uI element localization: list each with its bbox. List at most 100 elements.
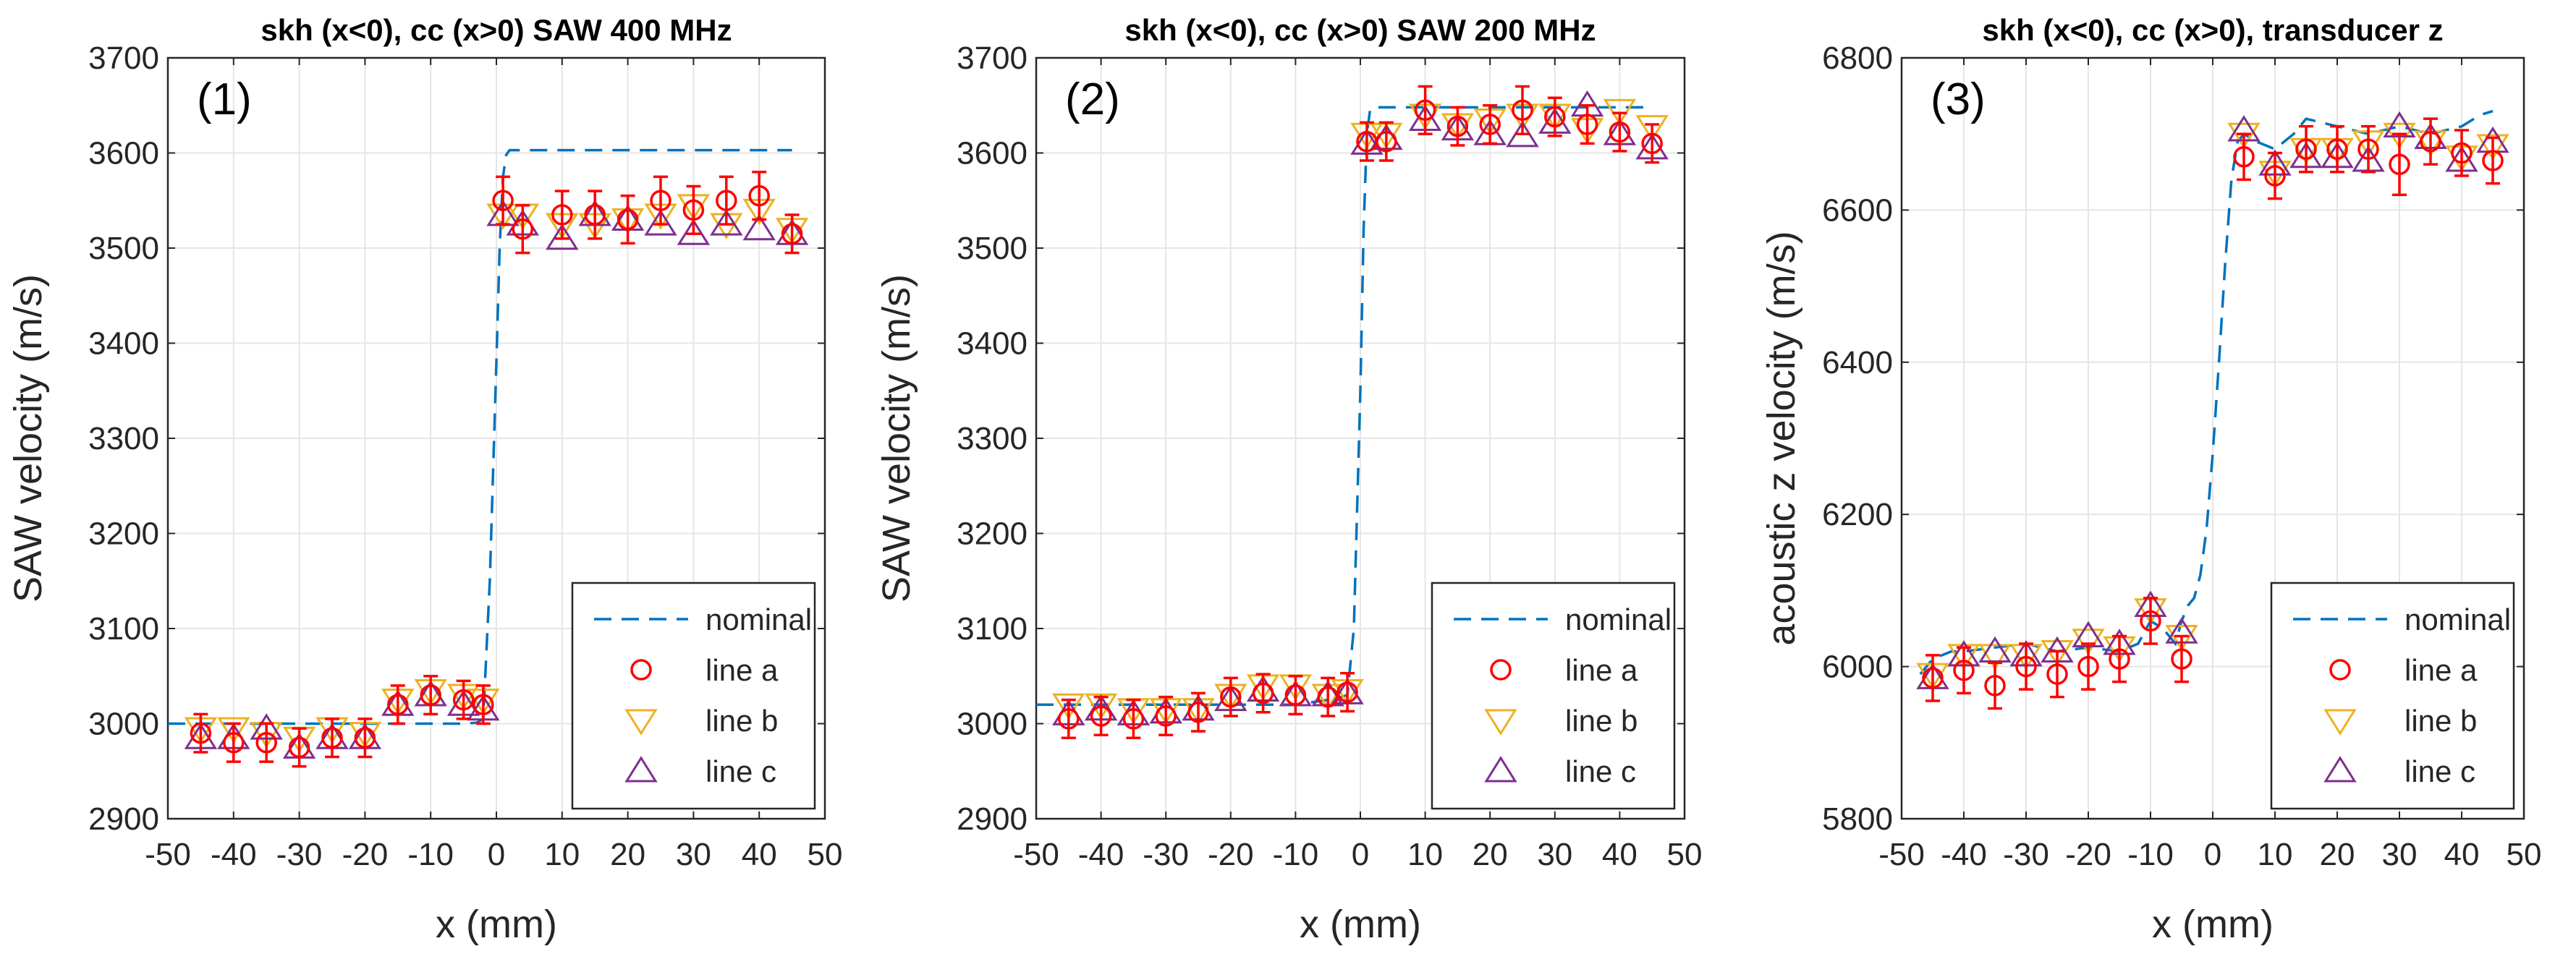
x-tick-label: 10 — [544, 837, 580, 872]
x-tick-label: 50 — [808, 837, 843, 872]
x-tick-label: -30 — [1143, 837, 1189, 872]
legend-swatch-line-b — [2323, 709, 2357, 736]
legend-label: nominal — [2405, 602, 2511, 636]
x-tick-label: -30 — [276, 837, 323, 872]
line-a-point — [682, 199, 705, 221]
line-a-point — [1058, 708, 1080, 730]
y-axis-label: acoustic z velocity (m/s) — [1760, 231, 1803, 645]
legend-swatch-line-c — [2323, 756, 2357, 783]
line-a-point — [1544, 106, 1566, 128]
chart-panel-3: -50 -40 -30 -20 -10 0 10 20 30 40 50 5800 6000 6200 64… — [1760, 13, 2541, 946]
x-tick-label: 0 — [2204, 837, 2221, 872]
y-tick-label: 3100 — [957, 611, 1028, 647]
legend-label: line b — [1565, 704, 1637, 738]
line-a-point — [2295, 138, 2317, 160]
line-b-point — [1603, 98, 1637, 126]
line-a-point — [492, 189, 514, 211]
line-a-point — [2109, 648, 2130, 670]
x-tick-label: 40 — [1602, 837, 1637, 872]
x-tick-label: -10 — [1273, 837, 1319, 872]
y-tick-label: 5800 — [1822, 801, 1893, 837]
line-a-point — [1252, 682, 1274, 704]
chart-title: skh (x<0), cc (x>0) SAW 200 MHz — [1124, 13, 1596, 47]
line-b-point — [1052, 693, 1085, 720]
line-b-point — [2227, 122, 2261, 150]
line-a-point — [1446, 115, 1469, 137]
x-tick-label: 0 — [1352, 837, 1369, 872]
line-a-point — [1376, 130, 1397, 153]
legend-box — [1431, 582, 1676, 810]
x-axis-label: x (mm) — [2152, 903, 2274, 946]
legend-swatch-line-a — [1490, 659, 1512, 681]
line-c-point — [742, 213, 776, 241]
y-tick-label: 2900 — [957, 801, 1028, 837]
legend-label: line a — [1565, 653, 1638, 687]
x-tick-label: -10 — [407, 837, 454, 872]
y-tick-label: 3500 — [88, 231, 159, 266]
y-tick-label: 3000 — [88, 707, 159, 742]
line-a-point — [650, 189, 671, 211]
y-tick-label: 6800 — [1822, 41, 1893, 76]
line-a-point — [2389, 153, 2410, 176]
line-a-point — [584, 204, 606, 226]
line-a-point — [2233, 146, 2255, 168]
x-tick-label: -20 — [342, 837, 389, 872]
y-tick-label: 3500 — [957, 231, 1028, 266]
legend-swatch-line-b — [1484, 709, 1517, 736]
legend-label: line b — [706, 704, 778, 738]
y-tick-label: 6600 — [1822, 192, 1893, 228]
y-tick-label: 3100 — [88, 611, 159, 647]
line-a-point — [1317, 686, 1339, 708]
line-b-point — [2165, 625, 2198, 652]
x-tick-label: 50 — [2507, 837, 2542, 872]
y-tick-label: 3300 — [957, 421, 1028, 456]
x-tick-label: 0 — [488, 837, 505, 872]
y-tick-label: 3200 — [957, 516, 1028, 552]
line-c-point — [644, 209, 677, 236]
line-a-point — [387, 694, 409, 715]
line-a-point — [2264, 165, 2286, 187]
line-a-point — [748, 184, 770, 207]
nominal-line — [1036, 106, 1653, 706]
y-tick-label: 3400 — [957, 326, 1028, 362]
x-tick-label: -20 — [1208, 837, 1254, 872]
line-a-point — [1090, 705, 1112, 727]
axes-box — [166, 56, 826, 820]
line-a-point — [2077, 655, 2099, 678]
y-axis-label: SAW velocity (m/s) — [875, 274, 918, 602]
y-tick-label: 3700 — [957, 41, 1028, 76]
chart-title: skh (x<0), cc (x>0), transducer z — [1982, 13, 2443, 47]
y-tick-label: 6400 — [1822, 345, 1893, 380]
legend-box — [2270, 582, 2515, 810]
legend-label: nominal — [706, 602, 812, 636]
line-a-point — [2015, 655, 2037, 678]
line-a-point — [551, 204, 573, 226]
x-tick-label: 30 — [2382, 837, 2418, 872]
x-tick-label: 40 — [2444, 837, 2480, 872]
y-axis-label: SAW velocity (m/s) — [7, 274, 50, 602]
line-a-point — [1414, 99, 1436, 122]
chart-panel-2: -50 -40 -30 -20 -10 0 10 20 30 40 50 2900 3000 3100 32… — [875, 13, 1702, 946]
x-tick-label: -40 — [1941, 837, 1987, 872]
legend-label: nominal — [1565, 602, 1672, 636]
y-tick-label: 3700 — [88, 41, 159, 76]
legend: nominal line a line b line c — [1431, 582, 1676, 810]
x-tick-label: -40 — [1078, 837, 1124, 872]
x-tick-label: 20 — [1473, 837, 1508, 872]
line-b-point — [2476, 134, 2509, 161]
x-tick-label: 50 — [1667, 837, 1703, 872]
x-tick-label: 30 — [1537, 837, 1572, 872]
line-a-point — [1576, 114, 1598, 135]
line-a-point — [1609, 121, 1631, 143]
line-a-point — [1336, 681, 1358, 703]
line-b-point — [1978, 644, 2012, 670]
line-a-point — [1479, 114, 1501, 135]
line-a-point — [321, 727, 343, 749]
y-tick-label: 3400 — [88, 326, 159, 362]
x-tick-label: -50 — [145, 837, 191, 872]
line-b-point — [1947, 644, 1980, 670]
y-tick-label: 3600 — [88, 136, 159, 171]
line-a-point — [1512, 99, 1533, 122]
